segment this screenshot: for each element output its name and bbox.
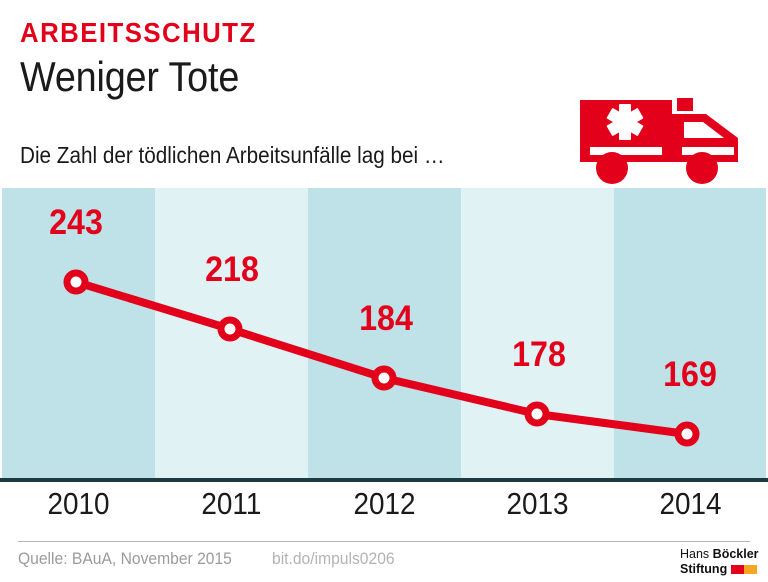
x-axis-tick-labels: 2010 2011 2012 2013 2014: [0, 488, 768, 530]
ambulance-icon: [580, 98, 738, 184]
data-point-markers: [63, 269, 700, 447]
logo-line-one: Hans Böckler: [680, 547, 759, 562]
x-axis-label-2013: 2013: [506, 486, 569, 521]
source-note: Quelle: BAuA, November 2015: [18, 549, 232, 568]
data-point-2011[interactable]: [217, 316, 243, 342]
footer-divider: [18, 541, 750, 542]
logo-word-boeckler: Böckler: [712, 547, 759, 561]
x-axis-label-2012: 2012: [353, 486, 416, 521]
hans-boeckler-stiftung-logo: Hans Böckler Stiftung: [680, 547, 759, 579]
chart-plot-area: 243 218 184 178 169: [0, 188, 768, 481]
page-title: Weniger Tote: [20, 53, 240, 100]
x-axis-label-2010: 2010: [47, 486, 110, 521]
data-point-2013[interactable]: [524, 401, 550, 427]
data-point-2010[interactable]: [63, 269, 89, 295]
chart-band-2012: [308, 188, 461, 481]
value-label-2010: 243: [49, 203, 103, 242]
x-axis-label-2014: 2014: [658, 486, 722, 521]
data-point-2014[interactable]: [674, 421, 700, 447]
logo-flag-icon: [731, 565, 758, 574]
value-label-2014: 169: [663, 355, 717, 394]
value-label-2012: 184: [359, 299, 413, 338]
value-label-2013: 178: [512, 335, 566, 374]
logo-word-hans: Hans: [680, 547, 710, 561]
short-link[interactable]: bit.do/impuls0206: [272, 549, 395, 568]
x-axis-line: [0, 478, 768, 482]
data-point-2012[interactable]: [371, 365, 397, 391]
chart-line-series: [63, 269, 700, 447]
header: ARBEITSSCHUTZ Weniger Tote Die Zahl der …: [0, 0, 768, 188]
chart-band-2013: [461, 188, 614, 481]
logo-word-stiftung: Stiftung: [680, 562, 728, 576]
value-label-2011: 218: [205, 250, 259, 289]
chart-band-2010: [2, 188, 155, 481]
x-axis-label-2011: 2011: [201, 486, 262, 521]
logo-line-two: Stiftung: [680, 562, 758, 577]
subtitle: Die Zahl der tödlichen Arbeitsunfälle la…: [20, 142, 445, 168]
kicker-label: ARBEITSSCHUTZ: [20, 17, 257, 48]
